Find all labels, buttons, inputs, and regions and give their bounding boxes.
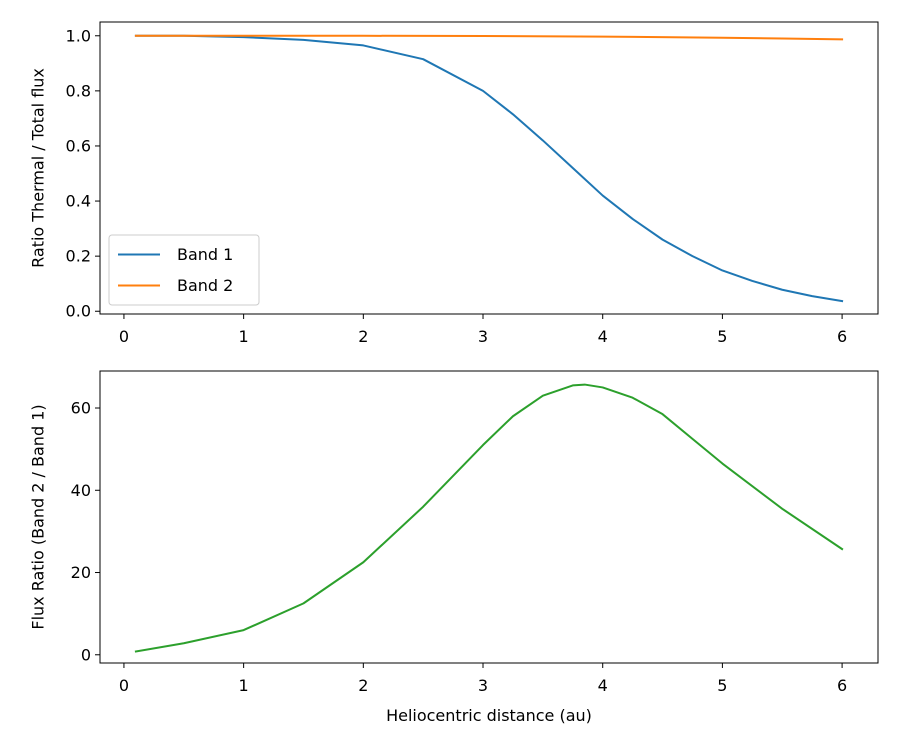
top-ylabel: Ratio Thermal / Total flux [29, 68, 48, 268]
y-tick-label: 0.6 [66, 136, 91, 155]
bottom-ylabel: Flux Ratio (Band 2 / Band 1) [29, 404, 48, 629]
x-tick-label: 5 [717, 676, 727, 695]
y-tick-label: 40 [71, 481, 91, 500]
y-tick-label: 0 [81, 645, 91, 664]
series-line-series-0 [134, 383, 844, 653]
x-tick-label: 6 [837, 676, 847, 695]
x-tick-label: 1 [239, 327, 249, 346]
x-tick-label: 3 [478, 327, 488, 346]
y-tick-label: 60 [71, 399, 91, 418]
x-tick-label: 2 [358, 676, 368, 695]
series-line-band-2 [134, 34, 844, 41]
series-line-band-1 [134, 34, 844, 303]
x-tick-label: 4 [598, 676, 608, 695]
x-tick-label: 5 [717, 327, 727, 346]
legend-box [108, 234, 260, 306]
x-tick-label: 3 [478, 676, 488, 695]
y-tick-label: 0.4 [66, 192, 91, 211]
y-tick-label: 20 [71, 563, 91, 582]
legend: Band 1 Band 2 [108, 234, 260, 306]
axes-frame [99, 370, 879, 664]
x-tick-label: 0 [119, 327, 129, 346]
x-tick-label: 0 [119, 676, 129, 695]
y-tick-label: 0.0 [66, 302, 91, 321]
top-subplot: 0 1 2 3 4 5 6 0.0 0.2 0.4 0.6 0.8 1.0 Band 1 Band 2 [66, 21, 879, 346]
bottom-xlabel: Heliocentric distance (au) [386, 706, 592, 725]
axes-frame [99, 21, 879, 315]
x-tick-label: 4 [598, 327, 608, 346]
x-tick-label: 2 [358, 327, 368, 346]
x-tick-label: 1 [239, 676, 249, 695]
legend-label: Band 2 [177, 276, 233, 295]
legend-label: Band 1 [177, 245, 233, 264]
y-tick-label: 0.2 [66, 247, 91, 266]
x-tick-label: 6 [837, 327, 847, 346]
y-tick-label: 1.0 [66, 26, 91, 45]
y-tick-label: 0.8 [66, 81, 91, 100]
